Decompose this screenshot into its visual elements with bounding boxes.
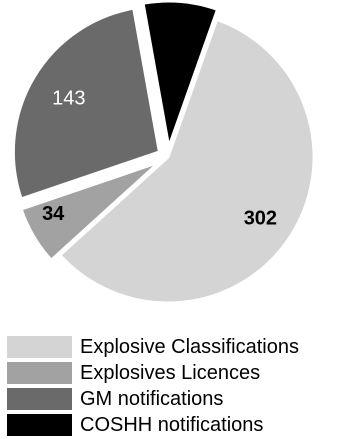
legend-item-explosives-licences: Explosives Licences <box>7 360 299 386</box>
legend-label: Explosive Classifications <box>80 336 299 358</box>
legend-swatch <box>7 388 72 410</box>
legend-label: COSHH notifications <box>80 414 264 436</box>
legend: Explosive Classifications Explosives Lic… <box>7 334 299 438</box>
pie-slice-gm-notifications <box>11 6 162 201</box>
pie-chart: 302 34 143 43 <box>11 0 316 305</box>
legend-item-explosive-classifications: Explosive Classifications <box>7 334 299 360</box>
legend-swatch <box>7 336 72 358</box>
legend-swatch <box>7 362 72 384</box>
legend-label: Explosives Licences <box>80 362 261 384</box>
legend-swatch <box>7 414 72 436</box>
data-label: 302 <box>244 207 277 229</box>
data-label: 143 <box>52 88 85 110</box>
pie-slice-explosives-licences <box>19 160 161 263</box>
legend-label: GM notifications <box>80 388 224 410</box>
data-label: 43 <box>166 56 188 78</box>
data-label: 34 <box>42 203 65 225</box>
pie-slice-coshh-notifications <box>141 0 220 153</box>
pie-slice-explosive-classifications <box>57 17 316 305</box>
legend-item-gm-notifications: GM notifications <box>7 386 299 412</box>
legend-item-coshh-notifications: COSHH notifications <box>7 412 299 438</box>
